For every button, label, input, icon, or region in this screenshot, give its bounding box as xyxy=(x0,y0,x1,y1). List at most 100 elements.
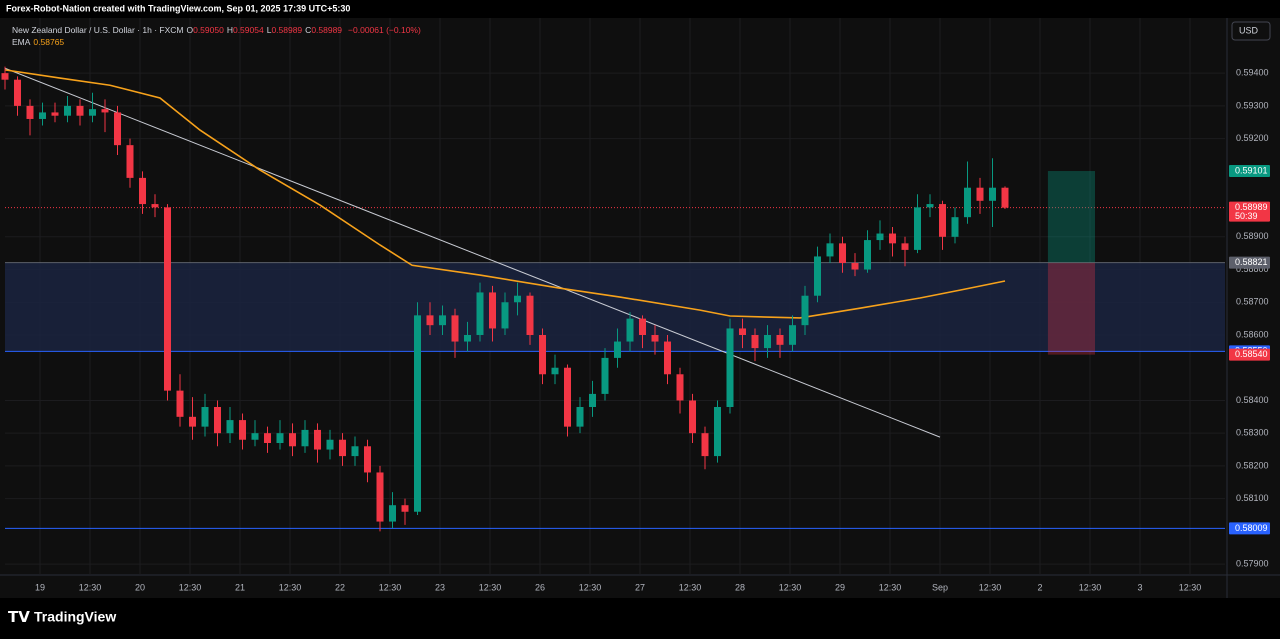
candle-body xyxy=(851,262,859,270)
candle-body xyxy=(939,204,946,237)
candle-body xyxy=(401,505,409,512)
x-tick-label: 22 xyxy=(335,582,345,592)
candle-body xyxy=(789,325,796,345)
ohlc-label: H xyxy=(226,25,233,35)
candle-body xyxy=(301,429,309,447)
logo-text: TradingView xyxy=(34,609,116,625)
y-tick-label: 0.58600 xyxy=(1236,329,1269,339)
candle-body xyxy=(314,429,321,450)
y-tick-label: 0.57900 xyxy=(1236,558,1269,568)
candle-body xyxy=(601,357,609,394)
candle-body xyxy=(626,318,634,342)
currency-button[interactable] xyxy=(1231,21,1271,41)
x-tick-label: 19 xyxy=(35,582,45,592)
candle-body xyxy=(614,341,621,358)
x-tick-label: 23 xyxy=(435,582,445,592)
candle-body xyxy=(226,420,234,434)
candle-body xyxy=(351,446,359,457)
candle-body xyxy=(114,112,121,146)
candle-body xyxy=(39,112,46,119)
x-tick-label: 28 xyxy=(735,582,745,592)
candle-body xyxy=(839,243,846,263)
x-tick-label: 12:30 xyxy=(479,582,502,592)
x-tick-label: 12:30 xyxy=(1079,582,1102,592)
x-tick-label: 20 xyxy=(135,582,145,592)
y-tick-label: 0.58400 xyxy=(1236,395,1269,405)
change: −0.00061 (−0.10%) xyxy=(348,25,421,35)
candle-body xyxy=(64,105,71,116)
x-tick-label: 29 xyxy=(835,582,845,592)
candle-body xyxy=(51,112,59,116)
zone xyxy=(5,262,1225,352)
logo[interactable]: 𝗧𝗩 TradingView xyxy=(8,609,116,626)
candle-body xyxy=(476,292,484,335)
currency-label[interactable]: USD xyxy=(1239,25,1259,35)
candle-body xyxy=(464,334,471,342)
candle-body xyxy=(214,407,221,434)
ohlc-label: O xyxy=(186,25,194,35)
x-tick-label: Sep xyxy=(932,582,948,592)
candle-body xyxy=(289,433,296,447)
candle-body xyxy=(126,145,134,178)
ohlc-value: 0.59054 xyxy=(232,25,264,35)
candle-body xyxy=(101,109,109,113)
candle-body xyxy=(901,243,909,250)
ohlc-label: L xyxy=(266,25,272,35)
price-label: 0.58821 xyxy=(1235,257,1268,267)
candle-body xyxy=(176,390,184,417)
price-label-box xyxy=(1229,165,1270,178)
candle-body xyxy=(189,416,196,427)
candle-body xyxy=(526,295,534,335)
candle-body xyxy=(589,393,596,408)
ohlc-value: 0.58989 xyxy=(271,25,303,35)
candle-body xyxy=(739,328,746,335)
candle-body xyxy=(239,420,246,440)
position-stop xyxy=(1047,262,1095,355)
candle-body xyxy=(264,433,271,444)
candle-body xyxy=(889,233,896,244)
candle-body xyxy=(414,315,421,512)
candle-body xyxy=(76,105,84,116)
ema-name: EMA xyxy=(12,37,31,47)
candle-body xyxy=(514,295,521,303)
y-tick-label: 0.58900 xyxy=(1236,231,1269,241)
candle-body xyxy=(751,334,759,349)
candle-body xyxy=(651,334,659,342)
candle-body xyxy=(439,315,446,326)
trendline xyxy=(4,67,941,438)
y-tick-label: 0.59400 xyxy=(1236,68,1269,78)
x-tick-label: 12:30 xyxy=(879,582,902,592)
x-tick-label: 12:30 xyxy=(279,582,302,592)
candle-body xyxy=(926,204,934,208)
candle-body xyxy=(501,302,509,329)
price-label: 0.59101 xyxy=(1235,165,1268,175)
x-tick-label: 12:30 xyxy=(579,582,602,592)
candle-body xyxy=(664,341,671,375)
x-tick-label: 12:30 xyxy=(79,582,102,592)
candle-body xyxy=(976,187,984,201)
x-tick-label: 12:30 xyxy=(679,582,702,592)
x-tick-label: 12:30 xyxy=(779,582,802,592)
candle-body xyxy=(201,407,209,427)
candle-body xyxy=(364,446,371,473)
ohlc-value: 0.58989 xyxy=(311,25,343,35)
candle-body xyxy=(564,367,571,427)
candle-body xyxy=(864,240,871,270)
candle-body xyxy=(1,73,9,80)
y-tick-label: 0.58800 xyxy=(1236,264,1269,274)
candle-body xyxy=(26,105,34,119)
candle-body xyxy=(951,217,959,237)
y-tick-label: 0.58100 xyxy=(1236,493,1269,503)
candle-body xyxy=(801,295,809,326)
candle-body xyxy=(389,505,396,522)
candle-body xyxy=(251,433,259,440)
price-label-box xyxy=(1229,256,1270,269)
candle-body xyxy=(164,207,171,391)
candle-body xyxy=(964,187,971,218)
ema-line xyxy=(4,69,1006,319)
candle-body xyxy=(639,318,646,335)
legend-row: New Zealand Dollar / U.S. Dollar · 1h · … xyxy=(12,24,424,36)
candle-body xyxy=(326,439,334,450)
ema-value: 0.58765 xyxy=(33,37,65,47)
